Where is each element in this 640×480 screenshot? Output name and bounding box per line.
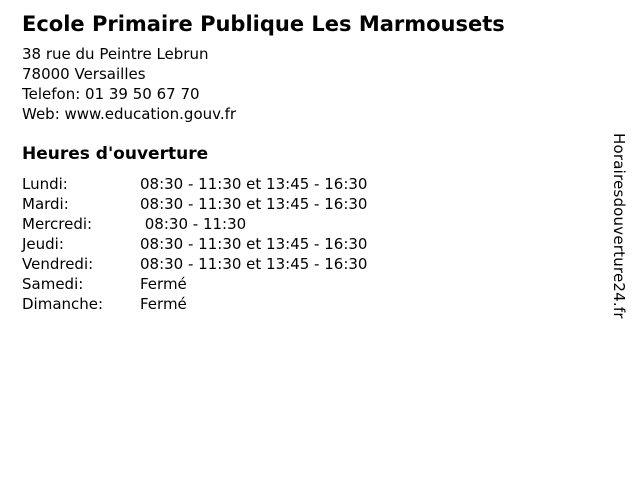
hours-row-vendredi: Vendredi: 08:30 - 11:30 et 13:45 - 16:30 [22, 254, 596, 274]
day-label: Lundi: [22, 175, 68, 193]
business-name: Ecole Primaire Publique Les Marmousets [22, 12, 505, 36]
day-hours: 08:30 - 11:30 [140, 215, 247, 233]
hours-heading: Heures d'ouverture [22, 144, 209, 164]
day-hours: 08:30 - 11:30 et 13:45 - 16:30 [140, 175, 368, 193]
day-hours: 08:30 - 11:30 et 13:45 - 16:30 [140, 195, 368, 213]
day-label: Mercredi: [22, 215, 93, 233]
hours-row-mardi: Mardi: 08:30 - 11:30 et 13:45 - 16:30 [22, 194, 596, 214]
day-label: Dimanche: [22, 295, 104, 313]
web-line: Web: www.education.gouv.fr [22, 105, 237, 123]
main-content: Ecole Primaire Publique Les Marmousets 3… [22, 12, 596, 314]
address-block: 38 rue du Peintre Lebrun 78000 Versaille… [22, 44, 596, 124]
day-hours: Fermé [140, 275, 187, 293]
hours-row-mercredi: Mercredi: 08:30 - 11:30 [22, 214, 596, 234]
hours-row-jeudi: Jeudi: 08:30 - 11:30 et 13:45 - 16:30 [22, 234, 596, 254]
page: Ecole Primaire Publique Les Marmousets 3… [22, 12, 628, 319]
day-label: Jeudi: [22, 235, 64, 253]
address-city: 78000 Versailles [22, 65, 146, 83]
phone-line: Telefon: 01 39 50 67 70 [22, 85, 200, 103]
day-label: Mardi: [22, 195, 69, 213]
hours-row-samedi: Samedi: Fermé [22, 274, 596, 294]
day-hours: 08:30 - 11:30 et 13:45 - 16:30 [140, 255, 368, 273]
day-hours: 08:30 - 11:30 et 13:45 - 16:30 [140, 235, 368, 253]
day-label: Samedi: [22, 275, 84, 293]
watermark-site-name: Horairesdouverture24.fr [610, 133, 628, 319]
hours-table: Lundi: 08:30 - 11:30 et 13:45 - 16:30 Ma… [22, 174, 596, 314]
hours-row-dimanche: Dimanche: Fermé [22, 294, 596, 314]
day-hours: Fermé [140, 295, 187, 313]
day-label: Vendredi: [22, 255, 94, 273]
address-street: 38 rue du Peintre Lebrun [22, 45, 209, 63]
hours-row-lundi: Lundi: 08:30 - 11:30 et 13:45 - 16:30 [22, 174, 596, 194]
